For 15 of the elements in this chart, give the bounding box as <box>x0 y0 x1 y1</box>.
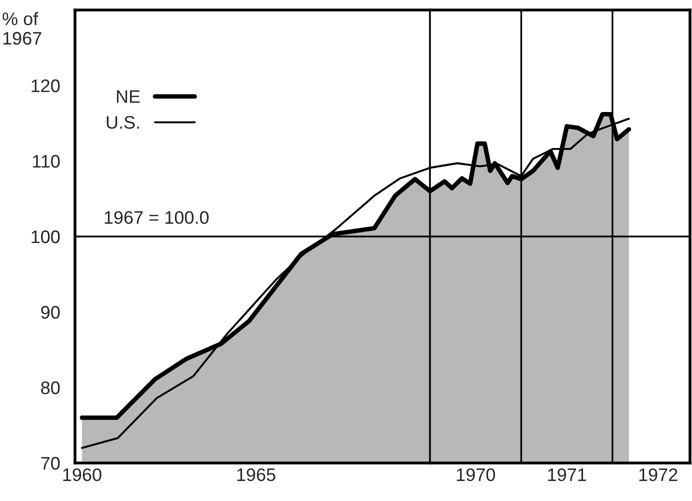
legend-label: NE <box>116 90 140 103</box>
y-tick-label: 70 <box>41 456 60 470</box>
x-tick-label: 1970 <box>456 468 495 482</box>
legend-label: U.S. <box>106 116 139 129</box>
x-tick-label: 1960 <box>63 468 102 482</box>
y-tick-label: 80 <box>41 381 60 394</box>
x-tick-label: 1972 <box>639 468 678 482</box>
y-axis-title: % of 1967 <box>2 12 42 45</box>
ref-line-label: 1967 = 100.0 <box>104 211 209 224</box>
y-tick-label: 100 <box>32 230 60 244</box>
x-tick-label: 1965 <box>237 468 276 482</box>
y-tick-label: 120 <box>32 79 60 92</box>
x-tick-label: 1971 <box>548 468 586 482</box>
y-tick-label: 90 <box>41 306 60 319</box>
y-tick-label: 110 <box>33 154 60 168</box>
